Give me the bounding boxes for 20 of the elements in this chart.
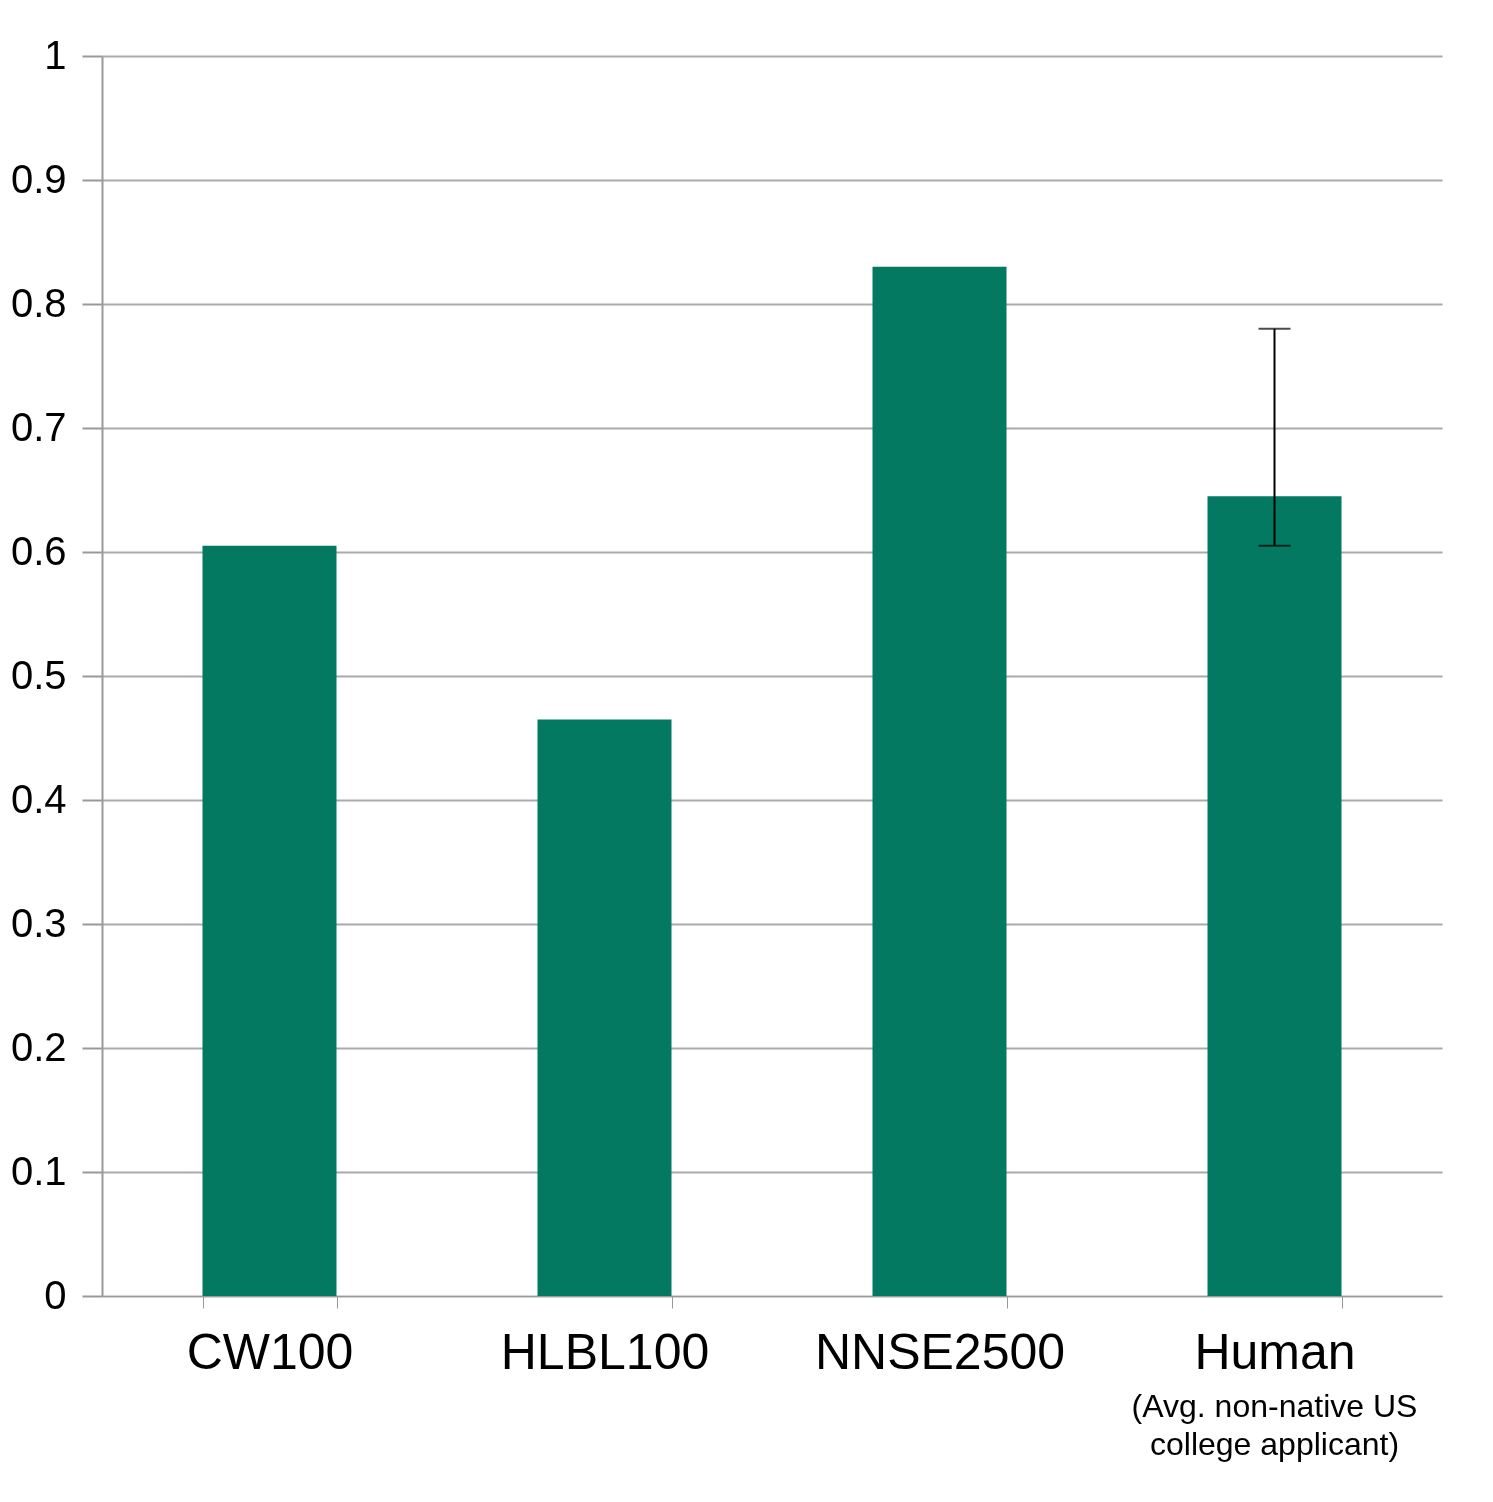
y-tick-label: 1 xyxy=(44,32,67,77)
bar xyxy=(202,545,337,1296)
x-tick-label: Human xyxy=(1194,1323,1356,1380)
x-tick-label: HLBL100 xyxy=(500,1323,710,1380)
y-tick-label: 0.6 xyxy=(10,528,67,573)
y-tick-label: 0.2 xyxy=(10,1024,67,1069)
y-tick-label: 0 xyxy=(44,1272,67,1317)
x-tick-label: NNSE2500 xyxy=(814,1323,1066,1380)
y-tick-label: 0.5 xyxy=(10,652,67,697)
y-tick-label: 0.3 xyxy=(10,900,67,945)
y-tick-label: 0.9 xyxy=(10,156,67,201)
y-tick-label: 0.1 xyxy=(10,1148,67,1193)
x-tick-label: CW100 xyxy=(186,1323,354,1380)
bar xyxy=(537,719,672,1296)
y-tick-label: 0.8 xyxy=(10,280,67,325)
y-tick-label: 0.4 xyxy=(10,776,67,821)
y-tick-label: 0.7 xyxy=(10,404,67,449)
bar xyxy=(872,266,1007,1296)
text: (Avg. non-native US college applicant) xyxy=(1131,1388,1418,1462)
bar xyxy=(1207,496,1342,1296)
